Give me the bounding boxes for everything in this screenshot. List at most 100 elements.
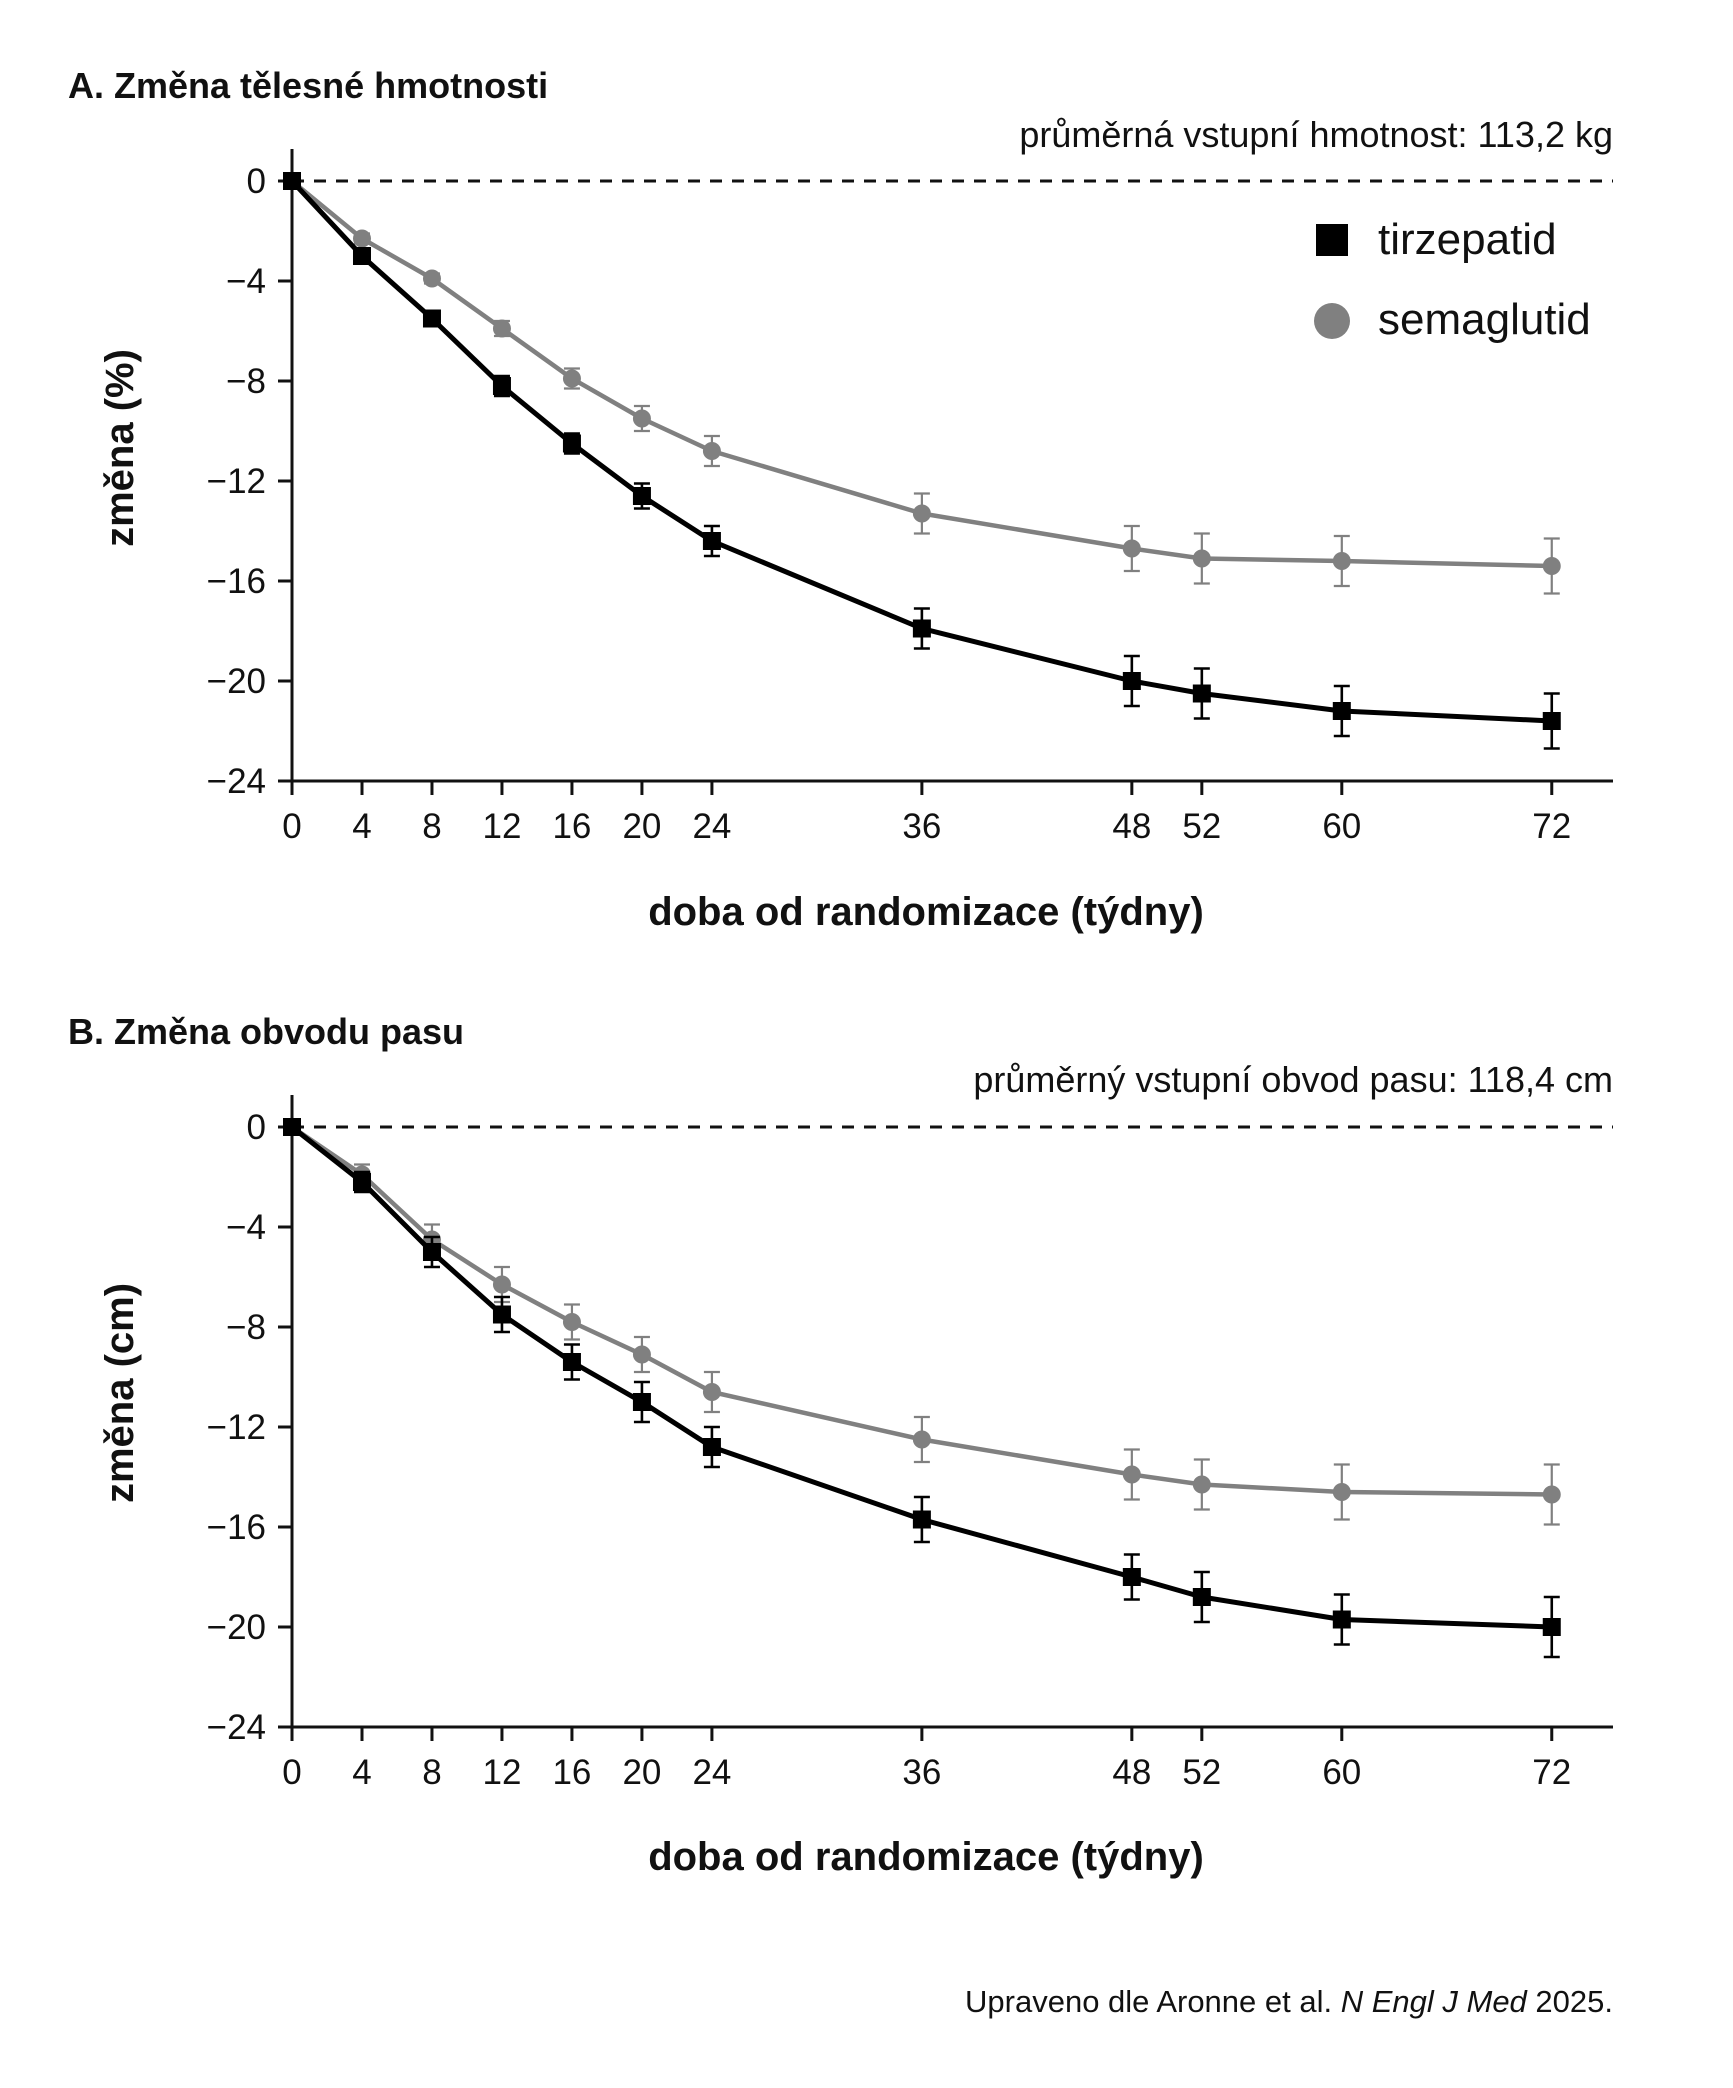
data-point-square — [1332, 702, 1351, 720]
source-citation: Upraveno dle Aronne et al. N Engl J Med … — [965, 1984, 1613, 2019]
panel-b-title: B. Změna obvodu pasu — [68, 1011, 464, 1052]
data-point-circle — [912, 1430, 931, 1449]
legend-semaglutid-label: semaglutid — [1378, 295, 1591, 344]
panel-a-plot-area — [283, 172, 1561, 750]
data-point-square — [1542, 712, 1561, 730]
x-tick-label: 16 — [552, 807, 591, 846]
data-point-circle — [1542, 557, 1561, 575]
x-tick-label: 8 — [422, 807, 441, 846]
y-tick-label: −8 — [226, 362, 266, 401]
data-point-circle — [1332, 1483, 1351, 1501]
data-point-circle — [562, 1313, 581, 1331]
data-point-square — [1542, 1618, 1561, 1636]
source-journal: N Engl J Med — [1341, 1984, 1529, 2019]
panel-a-weight-change: A. Změna tělesné hmotnosti průměrná vstu… — [68, 65, 1613, 934]
data-point-circle — [492, 1275, 511, 1294]
panel-b-waist-change: B. Změna obvodu pasu průměrný vstupní ob… — [68, 1011, 1613, 1879]
panel-a-y-axis-label: změna (%) — [98, 349, 142, 547]
x-tick-label: 72 — [1532, 1753, 1571, 1792]
x-tick-label: 36 — [902, 1753, 941, 1792]
data-point-circle — [422, 269, 441, 288]
legend-tirzepatid-marker — [1316, 224, 1348, 256]
y-tick-label: −4 — [226, 1208, 266, 1247]
y-tick-label: 0 — [247, 162, 266, 201]
data-point-square — [702, 1438, 721, 1456]
data-point-circle — [1542, 1485, 1561, 1504]
x-tick-label: 8 — [422, 1753, 441, 1792]
series-line — [290, 1125, 1552, 1497]
y-tick-label: 0 — [247, 1108, 266, 1147]
x-tick-label: 16 — [552, 1753, 591, 1792]
y-tick-label: −20 — [207, 662, 266, 701]
x-tick-label: 12 — [482, 807, 521, 846]
x-tick-label: 52 — [1182, 807, 1221, 846]
x-tick-label: 4 — [352, 807, 371, 846]
x-tick-label: 48 — [1112, 807, 1151, 846]
x-tick-label: 20 — [622, 1753, 661, 1792]
data-point-square — [283, 1118, 301, 1136]
y-tick-label: −4 — [226, 262, 266, 301]
data-point-circle — [492, 319, 511, 338]
data-point-square — [702, 532, 721, 550]
data-point-circle — [1122, 539, 1141, 558]
data-point-square — [1332, 1610, 1351, 1629]
x-tick-label: 60 — [1322, 1753, 1361, 1792]
data-point-circle — [912, 504, 931, 523]
series-line — [290, 1125, 1552, 1630]
y-tick-label: −12 — [207, 462, 266, 501]
y-tick-label: −8 — [226, 1308, 266, 1347]
legend-tirzepatid-label: tirzepatid — [1378, 215, 1557, 264]
data-point-square — [912, 619, 931, 638]
data-point-square — [562, 434, 581, 453]
panel-b-x-axis-label: doba od randomizace (týdny) — [648, 1835, 1204, 1879]
data-point-square — [422, 1243, 441, 1261]
panel-a-legend: tirzepatid semaglutid — [1314, 215, 1591, 344]
source-prefix: Upraveno dle Aronne et al. — [965, 1984, 1341, 2019]
data-point-circle — [1192, 1475, 1211, 1494]
data-point-square — [352, 247, 371, 265]
data-point-square — [492, 377, 511, 395]
x-tick-label: 12 — [482, 1753, 521, 1792]
panel-a-title: A. Změna tělesné hmotnosti — [68, 65, 548, 106]
x-tick-label: 4 — [352, 1753, 371, 1792]
y-tick-label: −24 — [207, 1708, 266, 1747]
y-tick-label: −16 — [207, 1508, 266, 1547]
data-point-circle — [1192, 549, 1211, 568]
data-point-square — [422, 309, 441, 328]
series-semaglutid — [283, 172, 1561, 595]
data-point-circle — [632, 409, 651, 428]
y-tick-label: −24 — [207, 762, 266, 801]
data-point-circle — [632, 1345, 651, 1364]
x-tick-label: 72 — [1532, 807, 1571, 846]
panel-b-baseline-note: průměrný vstupní obvod pasu: 118,4 cm — [973, 1059, 1613, 1100]
series-line — [290, 179, 1552, 569]
data-point-circle — [1332, 552, 1351, 570]
x-tick-label: 24 — [692, 807, 731, 846]
x-tick-label: 24 — [692, 1753, 731, 1792]
y-tick-label: −16 — [207, 562, 266, 601]
data-point-square — [632, 1393, 651, 1411]
data-point-square — [1192, 684, 1211, 703]
panel-b-plot-area — [283, 1118, 1561, 1659]
y-tick-label: −12 — [207, 1408, 266, 1447]
data-point-circle — [702, 1383, 721, 1401]
panel-a-baseline-note: průměrná vstupní hmotnost: 113,2 kg — [1019, 114, 1613, 155]
source-year: 2025. — [1527, 1984, 1613, 2019]
data-point-square — [912, 1510, 931, 1529]
data-point-square — [352, 1173, 371, 1191]
data-point-circle — [352, 229, 371, 248]
x-tick-label: 0 — [282, 807, 301, 846]
panel-a-x-axis-label: doba od randomizace (týdny) — [648, 890, 1204, 934]
data-point-circle — [702, 442, 721, 460]
data-point-square — [492, 1305, 511, 1324]
series-tirzepatid — [283, 1118, 1561, 1659]
y-tick-label: −20 — [207, 1608, 266, 1647]
data-point-circle — [562, 369, 581, 388]
data-point-circle — [1122, 1465, 1141, 1484]
data-point-square — [1192, 1588, 1211, 1606]
x-tick-label: 48 — [1112, 1753, 1151, 1792]
data-point-square — [1122, 672, 1141, 690]
series-semaglutid — [283, 1118, 1561, 1526]
x-tick-label: 20 — [622, 807, 661, 846]
